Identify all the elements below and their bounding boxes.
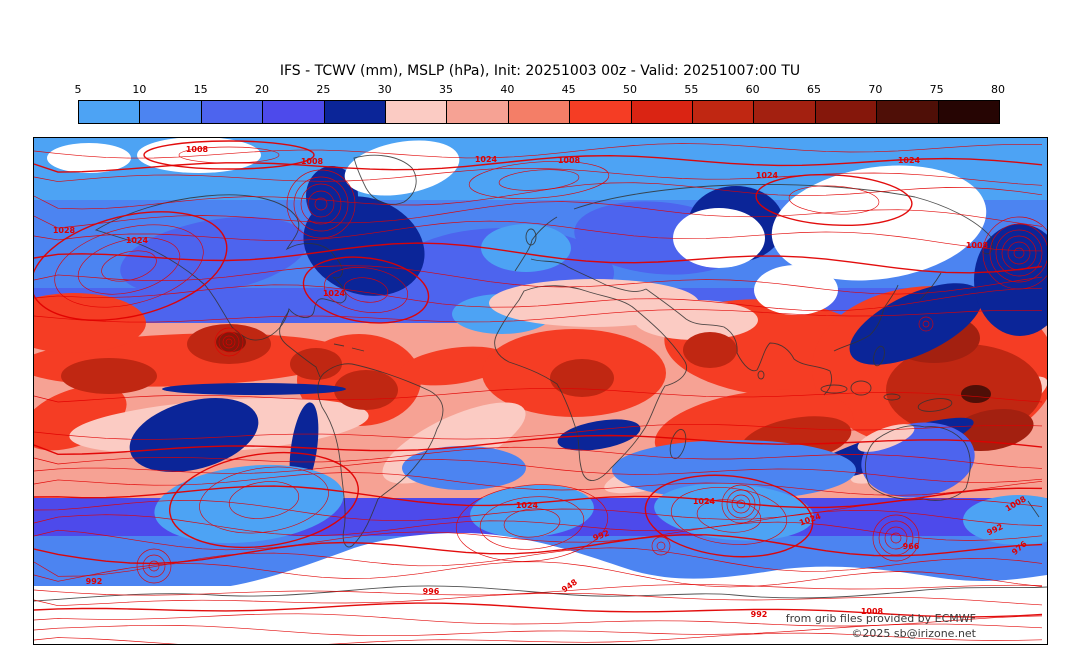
attribution-copyright: ©2025 sb@irizone.net — [851, 627, 976, 640]
colorbar-tick: 10 — [132, 83, 147, 96]
colorbar-tick: 30 — [377, 83, 392, 96]
page-title: IFS - TCWV (mm), MSLP (hPa), Init: 20251… — [279, 63, 801, 79]
mslp-contour-label: 992 — [751, 610, 768, 619]
weather-map: 1008 1008 1024 1008 1024 1024 1028 1024 1024 1008… — [33, 137, 1048, 645]
colorbar-segment — [693, 101, 755, 123]
colorbar-tick: 65 — [807, 83, 821, 96]
colorbar-segment — [754, 101, 816, 123]
colorbar — [78, 100, 1000, 124]
colorbar-segment — [201, 101, 264, 123]
colorbar-tick: 5 — [74, 83, 82, 96]
mslp-pressure-systems — [34, 140, 1047, 584]
mslp-contour-label: 1024 — [693, 497, 716, 506]
colorbar-segment — [324, 101, 387, 123]
colorbar-tick: 15 — [193, 83, 208, 96]
colorbar-tick: 20 — [255, 83, 269, 96]
colorbar-segment — [79, 101, 141, 123]
mslp-contour-label: 1024 — [323, 289, 346, 298]
colorbar-tick: 70 — [868, 83, 883, 96]
mslp-contour-label: 1008 — [558, 156, 581, 165]
colorbar-segment — [631, 101, 694, 123]
colorbar-tick: 35 — [439, 83, 453, 96]
mslp-contour-label: 1008 — [861, 607, 884, 616]
weather-map-plot: 1008 1008 1024 1008 1024 1024 1028 1024 1024 1008… — [34, 138, 1047, 644]
colorbar-tick: 50 — [623, 83, 637, 96]
coastlines — [34, 154, 1047, 602]
colorbar-segment — [508, 101, 571, 123]
colorbar-tick: 40 — [500, 83, 515, 96]
mslp-contour-label: 1008 — [186, 145, 209, 154]
colorbar-segment — [815, 101, 878, 123]
mslp-contour-label: 992 — [86, 577, 103, 586]
colorbar-segment — [140, 101, 202, 123]
mslp-contour-label: 1024 — [126, 236, 149, 245]
colorbar-segment — [447, 101, 509, 123]
mslp-contour-label: 966 — [903, 542, 920, 551]
colorbar-tick: 45 — [561, 83, 576, 96]
mslp-contour-label: 1028 — [53, 226, 76, 235]
mslp-contour-label: 1008 — [301, 157, 324, 166]
mslp-contours — [34, 143, 1043, 644]
colorbar-segment — [570, 101, 632, 123]
mslp-contour-label: 1024 — [898, 156, 921, 165]
antarctic-white-zone — [34, 533, 1047, 644]
mslp-contour-label: 1024 — [516, 501, 539, 510]
colorbar-tick: 55 — [684, 83, 699, 96]
colorbar-tick: 60 — [745, 83, 760, 96]
colorbar-ticks: 5 10 15 20 25 30 35 40 45 50 55 60 65 70 75 80 — [0, 84, 1080, 97]
colorbar-tick: 80 — [991, 83, 1005, 96]
colorbar-tick: 75 — [929, 83, 944, 96]
mslp-contour-label: 996 — [423, 587, 440, 596]
attribution: from grib files provided by ECMWF ©2025 … — [786, 611, 976, 641]
colorbar-segment — [386, 101, 448, 123]
colorbar-tick: 25 — [316, 83, 331, 96]
mslp-contour-label: 1008 — [966, 241, 989, 250]
colorbar-segment — [877, 101, 939, 123]
colorbar-segment — [938, 101, 1000, 123]
colorbar-segment — [263, 101, 325, 123]
attribution-source: from grib files provided by ECMWF — [785, 612, 976, 625]
mslp-contour-label: 1024 — [475, 155, 498, 164]
mslp-contour-label: 1024 — [756, 171, 779, 180]
